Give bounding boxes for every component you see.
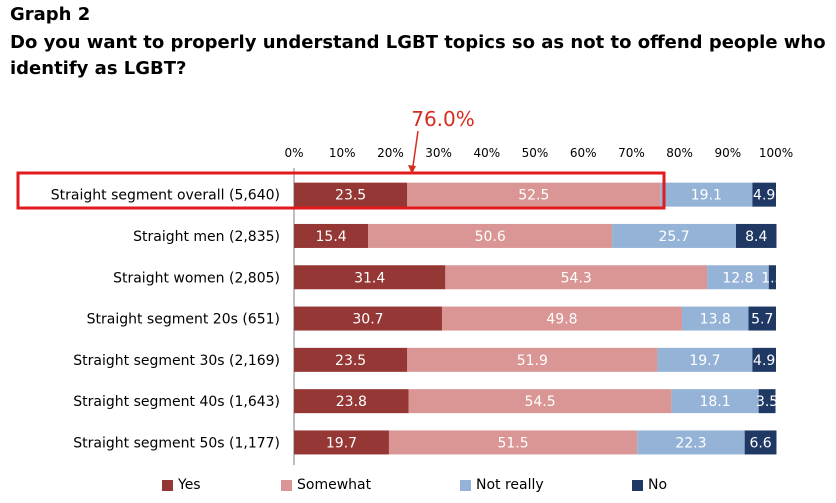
x-tick-label: 70% — [618, 146, 645, 160]
data-label: 4.9 — [753, 353, 775, 369]
x-tick-label: 30% — [425, 146, 452, 160]
data-label: 23.5 — [335, 353, 366, 369]
data-label: 22.3 — [675, 435, 706, 451]
data-label: 31.4 — [354, 270, 385, 286]
data-label: 23.8 — [336, 394, 367, 410]
legend-label-not-really: Not really — [476, 477, 544, 493]
bar-segment-somewhat — [388, 430, 638, 455]
legend-item-no: No — [632, 477, 667, 493]
bar-segment-no — [735, 223, 777, 248]
data-label: 13.8 — [700, 312, 731, 328]
bar-segment-no — [752, 182, 776, 207]
stacked-bar-chart: 0% 10% 20% 30% 40% 50% 60% 70% 80% 90% 100% Straigh… — [16, 107, 793, 466]
data-label: 5.7 — [751, 312, 773, 328]
bar-segment-no — [758, 389, 776, 414]
data-label: 51.5 — [497, 435, 528, 451]
data-label: 4.9 — [753, 188, 775, 204]
highlight-box — [16, 171, 666, 210]
bar-segment-yes — [294, 306, 442, 331]
data-label: 54.3 — [561, 270, 592, 286]
legend-label-yes: Yes — [178, 477, 201, 493]
bar-segment-no — [748, 306, 776, 331]
x-tick-label: 20% — [377, 146, 404, 160]
category-label: Straight men (2,835) — [133, 229, 280, 245]
bar-segment-not-really — [707, 265, 769, 290]
graph-label: Graph 2 — [10, 4, 91, 25]
data-label: 49.8 — [546, 312, 577, 328]
bar-segment-somewhat — [407, 182, 661, 207]
data-label: 30.7 — [352, 312, 383, 328]
data-label: 19.7 — [326, 435, 357, 451]
data-label: 3.5 — [756, 394, 778, 410]
category-label: Straight segment overall (5,640) — [51, 188, 280, 204]
x-tick-label: 0% — [284, 146, 303, 160]
legend-label-no: No — [648, 477, 668, 493]
legend-label-somewhat: Somewhat — [297, 477, 372, 493]
bar-segment-not-really — [671, 389, 759, 414]
legend-item-yes: Yes — [162, 477, 201, 493]
data-label: 12.8 — [722, 270, 753, 286]
bar-segment-somewhat — [445, 265, 708, 290]
data-label: 19.1 — [691, 188, 722, 204]
callout-arrow-head — [408, 165, 416, 174]
category-label: Straight segment 40s (1,643) — [73, 394, 280, 410]
bar-segment-no — [744, 430, 777, 455]
category-label: Straight segment 50s (1,177) — [73, 435, 280, 451]
data-label: 52.5 — [518, 188, 549, 204]
bar-segment-not-really — [657, 347, 753, 372]
data-label: 25.7 — [658, 229, 689, 245]
bar-segment-no — [768, 265, 776, 290]
x-tick-label: 10% — [329, 146, 356, 160]
bar-segment-yes — [294, 347, 408, 372]
data-label: 1.5 — [761, 270, 783, 286]
chart-title: Do you want to properly understand LGBT … — [10, 32, 826, 79]
bar-segment-not-really — [637, 430, 745, 455]
legend: Yes Somewhat Not really No — [0, 477, 836, 497]
bar-segment-somewhat — [407, 347, 658, 372]
data-label: 8.4 — [745, 229, 767, 245]
legend-swatch-no — [632, 479, 643, 491]
bar-segment-somewhat — [368, 223, 613, 248]
bar-segment-yes — [294, 265, 446, 290]
callout-label: 76.0% — [411, 107, 475, 131]
legend-item-not-really: Not really — [460, 477, 544, 493]
data-label: 6.6 — [749, 435, 771, 451]
category-label: Straight women (2,805) — [113, 270, 280, 286]
data-label: 51.9 — [517, 353, 548, 369]
x-tick-label: 100% — [759, 146, 793, 160]
data-label: 50.6 — [475, 229, 506, 245]
data-label: 15.4 — [316, 229, 347, 245]
x-tick-label: 80% — [666, 146, 693, 160]
data-label: 19.7 — [689, 353, 720, 369]
legend-swatch-somewhat — [281, 479, 292, 491]
category-label: Straight segment 30s (2,169) — [73, 353, 280, 369]
legend-swatch-not-really — [460, 479, 471, 491]
bar-segment-not-really — [682, 306, 749, 331]
data-label: 18.1 — [699, 394, 730, 410]
bar-segment-not-really — [660, 182, 753, 207]
data-label: 23.5 — [335, 188, 366, 204]
bar-segment-somewhat — [408, 389, 672, 414]
bar-segment-yes — [294, 223, 369, 248]
category-label: Straight segment 20s (651) — [87, 312, 280, 328]
bar-segment-yes — [294, 389, 409, 414]
x-tick-label: 40% — [473, 146, 500, 160]
bar-segment-yes — [294, 430, 389, 455]
x-tick-label: 50% — [522, 146, 549, 160]
x-tick-label: 60% — [570, 146, 597, 160]
data-label: 54.5 — [524, 394, 555, 410]
legend-item-somewhat: Somewhat — [281, 477, 371, 493]
bar-segment-somewhat — [441, 306, 683, 331]
x-tick-label: 90% — [714, 146, 741, 160]
bar-segment-no — [752, 347, 776, 372]
bar-segment-not-really — [612, 223, 736, 248]
bar-segment-yes — [294, 182, 408, 207]
legend-swatch-yes — [162, 479, 173, 491]
